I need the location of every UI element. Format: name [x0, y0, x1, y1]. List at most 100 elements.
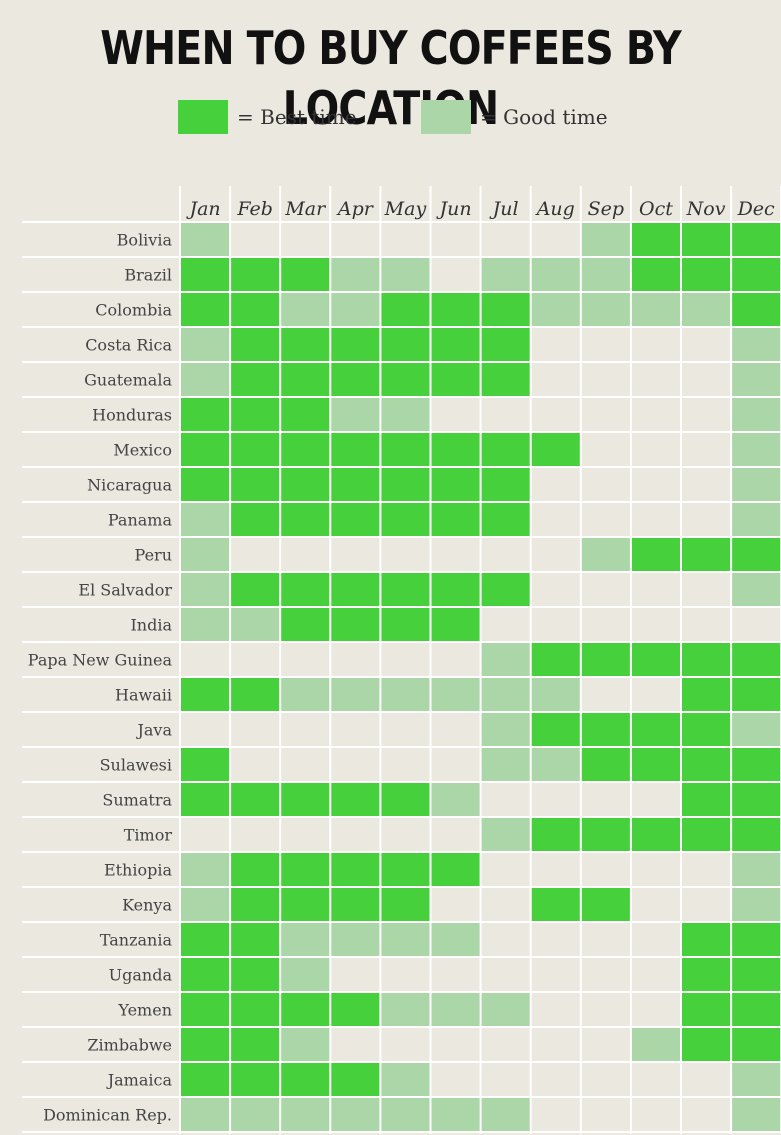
cell-dominican-rep--dec: [731, 1097, 781, 1132]
cell-kenya-oct: [630, 887, 681, 922]
cell-papa-new-guinea-aug: [530, 642, 581, 677]
cell-honduras-feb: [230, 397, 281, 432]
month-header-sep: Sep: [588, 198, 624, 220]
cell-tanzania-jul: [480, 922, 531, 957]
cell-papa-new-guinea-mar: [280, 642, 331, 677]
cell-tanzania-nov: [681, 922, 732, 957]
cell-kenya-nov: [681, 887, 732, 922]
row-label-peru: Peru: [135, 546, 172, 565]
cell-panama-dec: [731, 502, 781, 537]
cell-nicaragua-mar: [280, 467, 331, 502]
cell-colombia-jul: [480, 292, 531, 327]
cell-java-sep: [580, 712, 631, 747]
cell-timor-oct: [630, 817, 681, 852]
cell-sulawesi-oct: [630, 747, 681, 782]
cell-zimbabwe-aug: [530, 1027, 581, 1062]
cell-timor-sep: [580, 817, 631, 852]
cell-guatemala-may: [380, 362, 431, 397]
month-header-apr: Apr: [336, 198, 375, 220]
cell-nicaragua-may: [380, 467, 431, 502]
cell-nicaragua-sep: [580, 467, 631, 502]
cell-hawaii-dec: [731, 677, 781, 712]
cell-hawaii-aug: [530, 677, 581, 712]
cell-yemen-oct: [630, 992, 681, 1027]
cell-panama-mar: [280, 502, 331, 537]
cell-jamaica-apr: [330, 1062, 381, 1097]
legend-good-swatch: [421, 100, 471, 134]
cell-sulawesi-may: [380, 747, 431, 782]
cell-mexico-may: [380, 432, 431, 467]
cell-uganda-nov: [681, 957, 732, 992]
cell-yemen-aug: [530, 992, 581, 1027]
cell-el-salvador-mar: [280, 572, 331, 607]
cell-sumatra-apr: [330, 782, 381, 817]
legend-best-label: = Best time: [237, 105, 357, 129]
cell-peru-jan: [180, 537, 231, 572]
cell-guatemala-apr: [330, 362, 381, 397]
cell-zimbabwe-dec: [731, 1027, 781, 1062]
cell-costa-rica-aug: [530, 327, 581, 362]
cell-dominican-rep--apr: [330, 1097, 381, 1132]
cell-sumatra-oct: [630, 782, 681, 817]
legend-good-label: = Good time: [480, 105, 608, 129]
row-label-guatemala: Guatemala: [84, 371, 172, 390]
cell-jamaica-feb: [230, 1062, 281, 1097]
cell-peru-oct: [630, 537, 681, 572]
cell-nicaragua-jan: [180, 467, 231, 502]
cell-brazil-feb: [230, 257, 281, 292]
row-label-nicaragua: Nicaragua: [87, 476, 172, 495]
cell-dominican-rep--may: [380, 1097, 431, 1132]
cell-hawaii-oct: [630, 677, 681, 712]
cell-el-salvador-sep: [580, 572, 631, 607]
cell-papa-new-guinea-may: [380, 642, 431, 677]
cell-peru-dec: [731, 537, 781, 572]
cell-hawaii-jul: [480, 677, 531, 712]
row-label-papa-new-guinea: Papa New Guinea: [28, 651, 173, 670]
cell-colombia-nov: [681, 292, 732, 327]
cell-costa-rica-dec: [731, 327, 781, 362]
cell-mexico-aug: [530, 432, 581, 467]
cell-bolivia-sep: [580, 222, 631, 257]
cell-guatemala-aug: [530, 362, 581, 397]
cell-el-salvador-jan: [180, 572, 231, 607]
cell-brazil-aug: [530, 257, 581, 292]
cell-yemen-may: [380, 992, 431, 1027]
cell-hawaii-mar: [280, 677, 331, 712]
cell-jamaica-sep: [580, 1062, 631, 1097]
month-header-nov: Nov: [686, 198, 726, 220]
cell-honduras-apr: [330, 397, 381, 432]
cell-peru-feb: [230, 537, 281, 572]
cell-kenya-may: [380, 887, 431, 922]
cell-guatemala-feb: [230, 362, 281, 397]
cell-mexico-dec: [731, 432, 781, 467]
cell-timor-jun: [430, 817, 481, 852]
cell-el-salvador-apr: [330, 572, 381, 607]
cell-java-nov: [681, 712, 732, 747]
cell-tanzania-aug: [530, 922, 581, 957]
cell-el-salvador-nov: [681, 572, 732, 607]
cell-papa-new-guinea-dec: [731, 642, 781, 677]
cell-brazil-dec: [731, 257, 781, 292]
cell-uganda-apr: [330, 957, 381, 992]
cell-mexico-oct: [630, 432, 681, 467]
cell-kenya-apr: [330, 887, 381, 922]
cell-india-may: [380, 607, 431, 642]
cell-sulawesi-jun: [430, 747, 481, 782]
cell-bolivia-jan: [180, 222, 231, 257]
cell-dominican-rep--oct: [630, 1097, 681, 1132]
cell-dominican-rep--aug: [530, 1097, 581, 1132]
cell-tanzania-dec: [731, 922, 781, 957]
month-header-dec: Dec: [737, 198, 775, 220]
cell-sulawesi-feb: [230, 747, 281, 782]
cell-peru-may: [380, 537, 431, 572]
cell-tanzania-may: [380, 922, 431, 957]
cell-tanzania-feb: [230, 922, 281, 957]
cell-colombia-feb: [230, 292, 281, 327]
cell-guatemala-jul: [480, 362, 531, 397]
cell-uganda-aug: [530, 957, 581, 992]
cell-dominican-rep--sep: [580, 1097, 631, 1132]
cell-bolivia-aug: [530, 222, 581, 257]
cell-el-salvador-feb: [230, 572, 281, 607]
cell-ethiopia-mar: [280, 852, 331, 887]
cell-mexico-jul: [480, 432, 531, 467]
